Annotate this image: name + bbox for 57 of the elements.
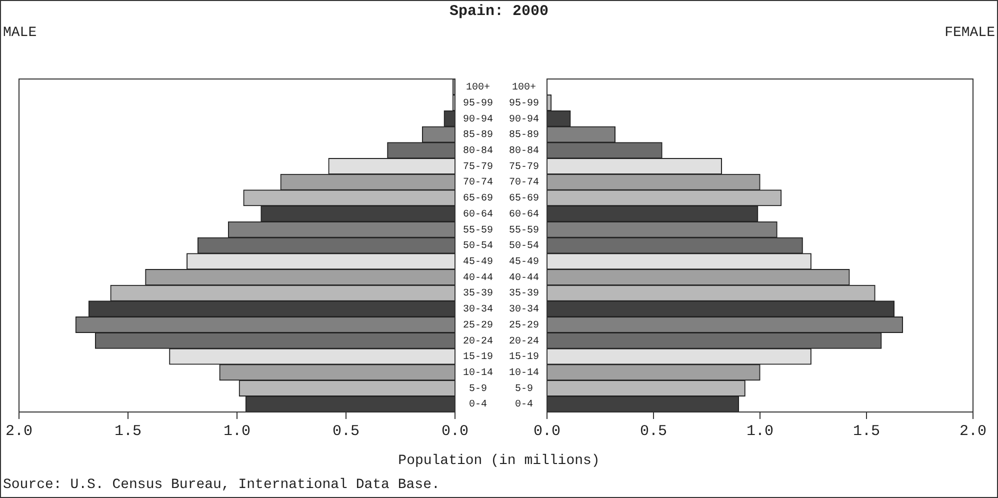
y-tick-label: 5-9: [514, 384, 534, 395]
chart-subtitle: FEMALE: [944, 25, 995, 41]
text: Spain: 2000: [448, 3, 550, 20]
source-note: Source: U.S. Census Bureau, International Data Base.: [3, 477, 440, 493]
x-tick-label: 2.0: [5, 422, 33, 440]
x-tick-label: 0.0: [533, 422, 561, 440]
y-tick-label: 90-94: [462, 114, 494, 126]
y-tick-label: 10-14: [508, 368, 540, 379]
x-tick-label: 1.5: [114, 422, 142, 440]
chart-subtitle: MALE: [3, 25, 37, 41]
y-tick-label: 25-29: [508, 320, 540, 332]
y-tick-label: 60-64: [508, 209, 540, 220]
y-tick-label: 80-84: [508, 146, 540, 157]
x-tick-label: 1.0: [223, 422, 251, 440]
y-tick-label: 50-54: [508, 241, 540, 252]
y-tick-label: 10-14: [462, 368, 494, 379]
x-tick-label: 1.5: [852, 422, 880, 440]
y-tick-label: 20-24: [508, 336, 540, 348]
y-tick-label: 5-9: [468, 384, 488, 395]
x-tick-label: 1.0: [746, 422, 774, 440]
y-tick-label: 85-89: [508, 130, 540, 142]
y-tick-label: 75-79: [462, 162, 494, 173]
y-tick-label: 15-19: [462, 352, 494, 364]
y-tick-label: 15-19: [508, 352, 540, 364]
y-tick-label: 45-49: [508, 257, 540, 268]
y-tick-label: 75-79: [508, 162, 540, 173]
y-tick-label: 35-39: [462, 288, 494, 300]
y-tick-label: 40-44: [462, 272, 494, 284]
y-tick-label: 65-69: [508, 194, 540, 205]
x-tick-label: 0.5: [332, 422, 360, 440]
x-tick-label: 0.5: [640, 422, 668, 440]
y-tick-label: 55-59: [462, 225, 494, 236]
y-tick-label: 50-54: [462, 241, 494, 252]
y-tick-label: 70-74: [508, 178, 540, 189]
y-tick-label: 40-44: [508, 272, 540, 284]
y-tick-label: 20-24: [462, 336, 494, 348]
y-tick-label: 100+: [466, 82, 490, 94]
y-tick-label: 65-69: [462, 194, 494, 205]
y-tick-label: 90-94: [508, 114, 540, 126]
y-tick-label: 30-34: [462, 304, 494, 316]
y-tick-label: 0-4: [468, 400, 488, 411]
y-tick-label: 0-4: [514, 400, 534, 411]
y-tick-label: 95-99: [508, 98, 540, 110]
y-tick-label: 95-99: [462, 98, 494, 110]
y-tick-label: 100+: [512, 82, 536, 94]
x-tick-label: 2.0: [959, 422, 987, 440]
y-tick-label: 85-89: [462, 130, 494, 142]
y-tick-label: 45-49: [462, 257, 494, 268]
y-tick-label: 35-39: [508, 288, 540, 300]
y-tick-label: 70-74: [462, 178, 494, 189]
y-tick-label: 60-64: [462, 209, 494, 220]
x-axis-title: Population (in millions): [397, 453, 601, 469]
y-tick-label: 80-84: [462, 146, 494, 157]
y-tick-label: 25-29: [462, 320, 494, 332]
y-tick-label: 55-59: [508, 225, 540, 236]
x-tick-label: 0.0: [441, 422, 469, 440]
y-tick-label: 30-34: [508, 304, 540, 316]
